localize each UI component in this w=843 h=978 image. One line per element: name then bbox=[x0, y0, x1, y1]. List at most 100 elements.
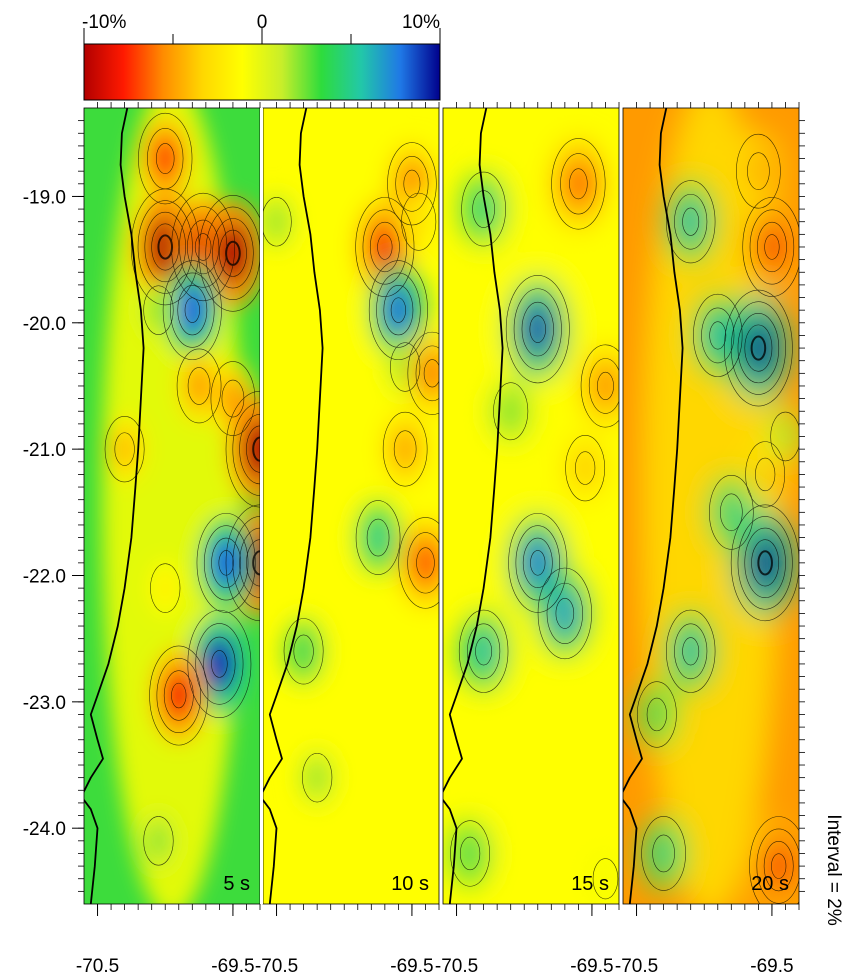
contour-line bbox=[407, 331, 439, 415]
contour-line bbox=[720, 493, 743, 532]
anomaly-core bbox=[150, 134, 180, 183]
y-tick-label: -21.0 bbox=[23, 440, 66, 461]
anomaly-core bbox=[365, 516, 391, 559]
anomaly-core bbox=[369, 220, 401, 274]
colorbar-tick-labels: -10% 0 10% bbox=[82, 12, 440, 33]
contour-line bbox=[218, 550, 234, 576]
anomaly-core bbox=[650, 832, 677, 875]
contour-line bbox=[493, 382, 529, 441]
contour-line bbox=[529, 315, 546, 343]
contour-line bbox=[709, 475, 754, 550]
contour-line bbox=[390, 342, 421, 392]
x-tick-label: -69.5 bbox=[390, 956, 433, 977]
contour-line bbox=[665, 609, 716, 693]
contour-line bbox=[187, 367, 211, 405]
anomaly-core bbox=[266, 206, 287, 238]
contour-line bbox=[198, 195, 260, 312]
anomaly-core bbox=[147, 217, 183, 277]
map-panels: 5 s 10 s 15 s 20 s bbox=[83, 102, 800, 910]
contour-line bbox=[225, 504, 260, 622]
contour-line bbox=[225, 240, 241, 266]
panel-frame bbox=[442, 107, 620, 905]
x-tick-label: -69.5 bbox=[750, 956, 793, 977]
contour-line bbox=[592, 858, 619, 900]
anomaly-core bbox=[596, 864, 615, 893]
x-tick-label: -70.5 bbox=[76, 956, 119, 977]
contour-line bbox=[674, 623, 708, 680]
contour-line bbox=[211, 650, 228, 678]
contour-line bbox=[156, 658, 201, 734]
contour-line bbox=[737, 312, 780, 384]
contour-line bbox=[196, 512, 256, 613]
contour-line bbox=[293, 634, 314, 669]
anomaly-core bbox=[745, 150, 772, 193]
contour-line bbox=[415, 345, 439, 402]
panel-separator bbox=[260, 108, 263, 904]
contour-line bbox=[580, 344, 619, 428]
contour-line bbox=[239, 414, 260, 485]
contour-line bbox=[763, 840, 794, 892]
contour-line bbox=[450, 820, 490, 887]
contour-line bbox=[682, 207, 700, 236]
contour-line bbox=[205, 206, 260, 300]
contour-line bbox=[239, 527, 260, 598]
contour-line bbox=[263, 197, 292, 247]
anomaly-core bbox=[307, 762, 327, 794]
contour-line bbox=[724, 289, 793, 407]
panel-period-label: 15 s bbox=[571, 873, 609, 895]
contour-line bbox=[395, 156, 429, 212]
contour-line bbox=[387, 142, 437, 226]
anomaly-core bbox=[291, 632, 316, 671]
contour-line bbox=[736, 133, 781, 209]
contour-line bbox=[150, 563, 181, 613]
contour-line bbox=[366, 518, 390, 557]
y-tick-label: -24.0 bbox=[23, 819, 66, 840]
anomaly-core bbox=[155, 572, 175, 604]
contour-line bbox=[467, 623, 501, 680]
contour-line bbox=[742, 197, 799, 297]
contour-line bbox=[423, 359, 439, 388]
anomaly-core bbox=[392, 428, 418, 471]
contour-line bbox=[416, 547, 435, 579]
contour-line bbox=[151, 223, 180, 271]
contour-line bbox=[755, 457, 776, 492]
y-tick-label: -23.0 bbox=[23, 693, 66, 714]
contour-line bbox=[149, 645, 209, 746]
contour-line bbox=[461, 171, 506, 247]
contour-line bbox=[560, 153, 597, 215]
contour-line bbox=[219, 229, 247, 277]
contour-line bbox=[513, 288, 562, 370]
contour-line bbox=[737, 516, 793, 610]
contour-line bbox=[546, 582, 584, 644]
anomaly-core bbox=[753, 455, 777, 494]
contour-line bbox=[184, 297, 200, 323]
contour-line bbox=[157, 234, 174, 260]
anomaly-core bbox=[677, 628, 705, 674]
anomaly-core bbox=[163, 669, 195, 722]
contour-line bbox=[730, 301, 786, 395]
contour-line bbox=[187, 609, 252, 719]
coastline bbox=[623, 108, 684, 904]
contour-line bbox=[176, 348, 222, 424]
contour-line bbox=[750, 335, 767, 361]
contour-line bbox=[355, 197, 415, 297]
map-panel: 10 s bbox=[262, 102, 440, 910]
contour-line bbox=[749, 209, 795, 285]
contour-line bbox=[137, 200, 193, 294]
anomaly-core bbox=[410, 538, 439, 588]
contour-line bbox=[597, 371, 614, 401]
contour-line bbox=[163, 670, 194, 721]
anomaly-corridor bbox=[461, 108, 601, 904]
contour-line bbox=[521, 301, 554, 357]
contour-line bbox=[283, 618, 324, 685]
contour-line bbox=[401, 192, 437, 251]
contour-line bbox=[210, 361, 256, 436]
contour-line bbox=[771, 853, 787, 879]
contour-line bbox=[709, 321, 727, 350]
contour-line bbox=[749, 816, 799, 904]
anomaly-core bbox=[186, 365, 212, 407]
contour-line bbox=[551, 138, 606, 230]
coastline bbox=[443, 108, 504, 904]
anomaly-core bbox=[521, 301, 555, 358]
anomaly-core bbox=[418, 350, 439, 396]
